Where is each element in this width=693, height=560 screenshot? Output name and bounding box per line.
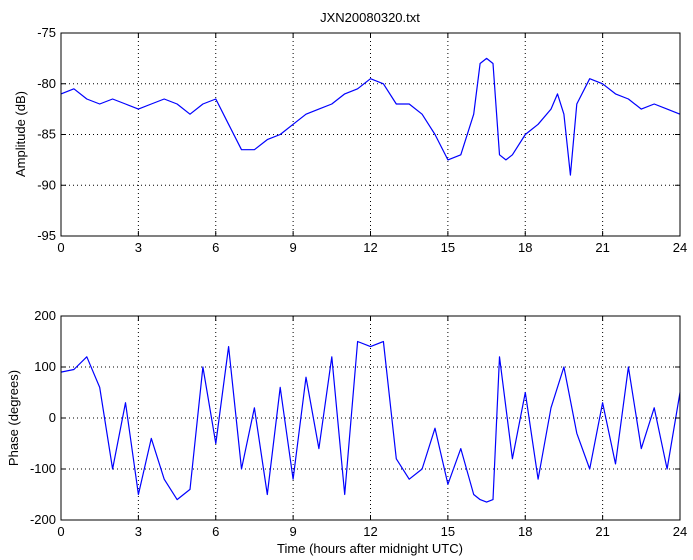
phase-ytick-label: 0 (49, 410, 56, 425)
phase-xlabel: Time (hours after midnight UTC) (277, 541, 463, 556)
amplitude-panel: Amplitude (dB) 0 3 6 9 12 15 18 21 24 -95 -90 -85 -8… (13, 25, 687, 255)
amplitude-ytick-label: -80 (37, 76, 56, 91)
amplitude-ytick-label: -75 (37, 25, 56, 40)
phase-ytick-label: 100 (34, 359, 56, 374)
phase-xtick-label: 24 (673, 524, 687, 539)
phase-xtick-label: 0 (57, 524, 64, 539)
amplitude-xtick-label: 18 (518, 240, 532, 255)
phase-xtick-label: 15 (441, 524, 455, 539)
amplitude-xtick-label: 9 (290, 240, 297, 255)
phase-ytick-label: -200 (30, 512, 56, 527)
phase-xtick-label: 21 (595, 524, 609, 539)
amplitude-xtick-label: 21 (595, 240, 609, 255)
phase-xtick-label: 12 (363, 524, 377, 539)
amplitude-xtick-label: 12 (363, 240, 377, 255)
phase-xtick-label: 18 (518, 524, 532, 539)
phase-plot-area (61, 316, 680, 520)
amplitude-ytick-label: -85 (37, 127, 56, 142)
amplitude-xtick-label: 6 (212, 240, 219, 255)
phase-xtick-label: 6 (212, 524, 219, 539)
phase-series-line (60, 340, 681, 503)
phase-xtick-label: 9 (290, 524, 297, 539)
amplitude-xtick-label: 0 (57, 240, 64, 255)
phase-xtick-label: 3 (135, 524, 142, 539)
amplitude-ytick-label: -95 (37, 228, 56, 243)
amplitude-xtick-label: 15 (441, 240, 455, 255)
amplitude-series-line (60, 57, 681, 176)
phase-panel: Phase (degrees) Time (hours after midnig… (6, 308, 687, 556)
chart-title: JXN20080320.txt (320, 10, 420, 25)
amplitude-plot-area (61, 33, 680, 236)
phase-ytick-label: 200 (34, 308, 56, 323)
amplitude-xtick-label: 3 (135, 240, 142, 255)
amplitude-xtick-label: 24 (673, 240, 687, 255)
phase-ytick-label: -100 (30, 461, 56, 476)
amplitude-ytick-label: -90 (37, 177, 56, 192)
phase-ylabel: Phase (degrees) (6, 370, 21, 466)
amplitude-ylabel: Amplitude (dB) (13, 91, 28, 177)
